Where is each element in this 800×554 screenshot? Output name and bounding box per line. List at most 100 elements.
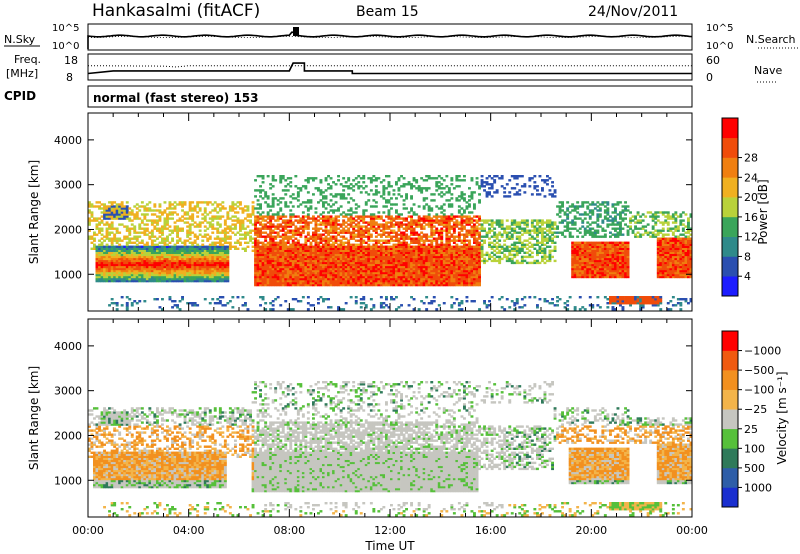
power-cell — [420, 225, 424, 228]
power-cell — [108, 227, 111, 230]
power-cell — [168, 263, 172, 267]
power-cell — [337, 269, 340, 273]
power-cell — [254, 179, 257, 182]
power-cell — [98, 265, 101, 269]
power-cell — [130, 255, 134, 259]
power-cell — [364, 221, 368, 224]
power-cell — [123, 261, 127, 265]
power-cell — [176, 253, 179, 257]
power-cell — [291, 193, 295, 196]
power-cell — [103, 257, 106, 261]
power-cell — [430, 231, 434, 234]
power-cell — [148, 263, 152, 267]
power-cell — [191, 267, 195, 271]
power-cell — [463, 175, 466, 178]
power-cell — [158, 265, 162, 269]
power-cell — [312, 227, 315, 230]
power-cell — [218, 249, 222, 252]
power-cell — [276, 279, 280, 283]
power-cell — [256, 211, 260, 214]
power-cell — [425, 283, 429, 287]
power-cell — [440, 267, 444, 271]
power-cell — [261, 243, 265, 246]
power-cell — [98, 223, 101, 226]
power-cell — [322, 217, 325, 220]
power-cell — [163, 257, 167, 261]
power-cell — [110, 261, 114, 265]
power-cell — [420, 243, 424, 246]
power-cell — [364, 215, 368, 218]
power-cell — [332, 253, 335, 257]
power-cell — [171, 237, 174, 240]
power-cell — [437, 237, 441, 240]
power-cell — [276, 211, 280, 214]
power-cell — [362, 211, 366, 214]
power-cell — [181, 279, 184, 283]
power-cell — [208, 271, 212, 275]
power-cell — [128, 247, 132, 250]
power-cell — [203, 233, 207, 236]
power-cell — [460, 229, 464, 232]
power-cell — [264, 279, 268, 283]
power-cell — [312, 259, 315, 263]
power-cell — [405, 281, 408, 285]
power-cell — [339, 283, 343, 287]
power-cell — [256, 229, 260, 232]
power-cell — [166, 217, 169, 220]
power-cell — [317, 279, 320, 283]
power-cell — [359, 231, 363, 234]
power-cell — [362, 187, 366, 190]
power-cell — [281, 251, 285, 254]
power-cell — [168, 247, 172, 250]
power-cell — [402, 269, 406, 273]
power-cell — [264, 235, 268, 238]
power-cell — [156, 255, 159, 259]
power-cell — [181, 259, 184, 263]
power-cell — [470, 229, 474, 232]
power-cell — [100, 257, 104, 261]
power-cell — [208, 201, 212, 204]
power-cell — [390, 217, 393, 220]
power-cell — [156, 277, 159, 281]
power-cell — [337, 247, 340, 250]
power-cell — [208, 225, 212, 228]
power-cell — [437, 207, 441, 210]
power-cell — [261, 215, 265, 218]
power-cell — [347, 229, 351, 232]
power-cell — [442, 263, 446, 267]
power-cell — [390, 245, 393, 248]
power-cell — [193, 267, 197, 271]
power-cell — [317, 253, 320, 257]
power-cell — [337, 259, 340, 263]
power-cell — [344, 249, 348, 252]
power-cell — [420, 251, 424, 254]
power-cell — [279, 245, 283, 248]
power-cell — [173, 249, 177, 252]
power-cell — [369, 265, 373, 269]
power-cell — [442, 273, 446, 277]
power-cell — [163, 219, 167, 222]
power-cell — [276, 253, 280, 257]
power-cell — [442, 221, 446, 224]
power-cell — [312, 239, 315, 242]
power-cell — [115, 217, 119, 220]
power-cell — [312, 253, 315, 257]
power-cell — [251, 245, 255, 248]
power-cell — [460, 241, 464, 244]
power-cell — [118, 209, 122, 212]
power-cell — [372, 215, 376, 218]
power-cell — [178, 237, 182, 240]
power-cell — [241, 221, 245, 224]
power-cell — [468, 243, 471, 246]
power-cell — [457, 302, 461, 305]
power-cell — [158, 203, 162, 206]
power-cell — [337, 263, 340, 267]
power-cell — [223, 247, 227, 250]
power-cell — [259, 203, 262, 206]
power-cell — [291, 269, 295, 273]
power-cell — [218, 261, 222, 265]
power-cell — [264, 193, 268, 196]
noise-left-tick-top: 10^5 — [52, 23, 79, 34]
power-cell — [450, 233, 454, 236]
power-cell — [422, 221, 426, 224]
